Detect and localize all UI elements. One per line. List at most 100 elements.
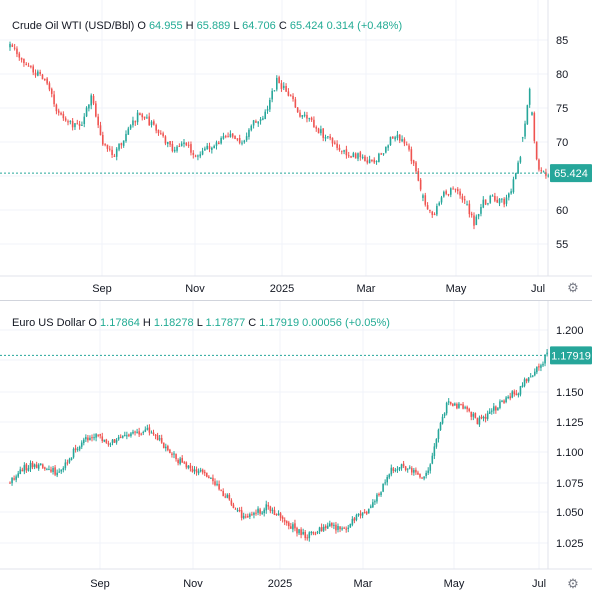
candle [62,466,65,473]
eurusd-title: Euro US Dollar [12,317,86,329]
candle [412,159,415,166]
candle [519,155,522,164]
candle [91,434,93,442]
candle [343,149,345,155]
candle [421,476,423,479]
candle [392,136,394,139]
candle [255,509,257,516]
candle [423,476,425,481]
y-tick-label: 1.200 [556,325,584,337]
candle [296,526,298,537]
candle [528,87,531,108]
candle [521,136,524,142]
candle [517,160,519,174]
candle [394,135,396,142]
candle [417,470,419,475]
last-price-box [550,164,592,183]
candle [68,457,71,464]
candle [527,377,530,383]
candle [215,140,218,150]
candle [378,492,380,497]
candle [85,434,87,442]
candle [171,452,173,458]
candle [173,451,175,459]
candle [41,73,44,80]
candle [431,452,434,465]
candle [257,506,259,516]
candle [386,474,388,486]
candle [146,424,149,431]
candle [371,159,373,163]
pane-divider[interactable] [0,300,592,301]
candle [34,69,37,78]
grid-lines [0,0,548,276]
candle [160,130,162,135]
candle [53,90,55,107]
candle [324,134,327,142]
candle [48,81,51,92]
candle [25,62,28,66]
candle [191,465,194,473]
eurusd-low: 1.17877 [205,317,246,329]
last-price-label: 65.424 [554,168,588,180]
candle [466,405,468,413]
eurusd-chart[interactable]: 1.2001.1751.1501.1251.1001.0751.0501.025… [0,301,592,605]
candle [229,130,232,138]
candle [531,375,534,378]
crude-oil-chart[interactable]: 85807570656055SepNov2025MarMayJul65.424 [0,0,592,300]
candle [35,461,38,469]
candle [472,411,475,421]
candle [335,521,337,534]
candle [276,75,278,92]
candle [185,142,188,147]
candle [105,438,108,444]
y-tick-label: 1.025 [556,538,584,550]
y-tick-label: 1.125 [556,417,584,429]
candle [523,377,526,388]
candle [275,513,278,516]
candle [128,433,130,438]
candle [124,431,126,437]
x-tick-label: 2025 [268,578,292,590]
candle [134,120,137,126]
candle [222,132,225,140]
candle [15,474,17,483]
candle [201,468,204,475]
candle [132,429,134,435]
x-tick-label: Mar [354,578,373,590]
x-tick-label: Jul [531,283,545,295]
candle [490,408,493,415]
candle [480,203,482,217]
candle [361,512,364,519]
candle [263,507,265,517]
candle [253,511,255,519]
candle [482,196,485,209]
candle [413,467,415,476]
candle [308,531,311,542]
candle [52,466,54,475]
candle [475,214,478,226]
candle [27,465,30,472]
candle [359,510,362,519]
gear-icon[interactable]: ⚙ [567,576,579,591]
candle [351,516,354,527]
candle [296,107,299,113]
gear-icon[interactable]: ⚙ [567,280,579,295]
candle [214,478,216,487]
candle [398,134,401,144]
last-price-box [550,346,592,365]
candle [273,506,276,516]
candle [220,489,222,492]
candle [173,146,176,153]
candle [380,152,382,155]
candle [39,69,41,76]
candle [357,152,359,162]
candle [138,427,140,437]
candle [398,467,401,472]
candle [17,470,19,479]
crude-oil-chart-pane[interactable]: 85807570656055SepNov2025MarMayJul65.424 … [0,0,592,300]
candle [162,131,164,138]
candle [224,493,227,499]
eurusd-chart-pane[interactable]: 1.2001.1751.1501.1251.1001.0751.0501.025… [0,301,592,605]
eurusd-change: 0.00056 [302,317,342,329]
